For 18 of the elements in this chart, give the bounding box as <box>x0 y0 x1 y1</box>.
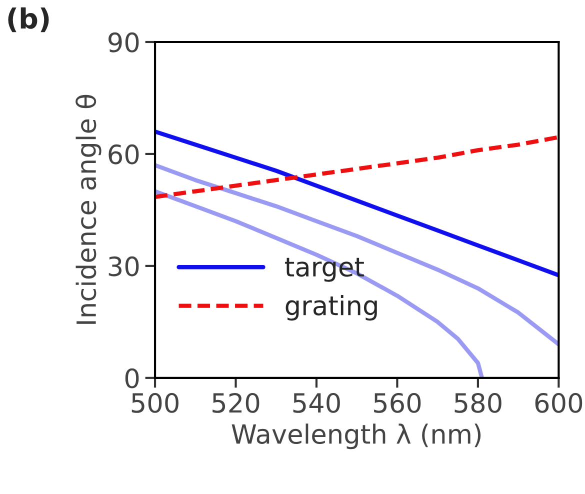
x-tick-label: 580 <box>454 392 502 413</box>
line-series <box>155 189 484 378</box>
y-axis-title: Incidence angle θ <box>76 94 102 324</box>
x-axis-title: Wavelength λ (nm) <box>232 424 481 450</box>
y-tick-label: 60 <box>108 144 139 164</box>
y-tick-label: 30 <box>108 256 139 276</box>
line-series <box>155 163 559 346</box>
legend-label: target <box>285 258 364 282</box>
legend-label: grating <box>286 295 377 321</box>
x-tick-label: 560 <box>374 392 421 413</box>
y-tick-label: 90 <box>108 32 139 52</box>
text: (b) <box>8 7 49 32</box>
x-tick-label: 520 <box>212 392 260 413</box>
line-series <box>155 135 559 199</box>
x-tick-label: 600 <box>535 392 582 413</box>
x-tick-label: 540 <box>293 392 340 413</box>
x-tick-label: 500 <box>132 392 178 413</box>
y-tick-label: 0 <box>125 368 139 388</box>
